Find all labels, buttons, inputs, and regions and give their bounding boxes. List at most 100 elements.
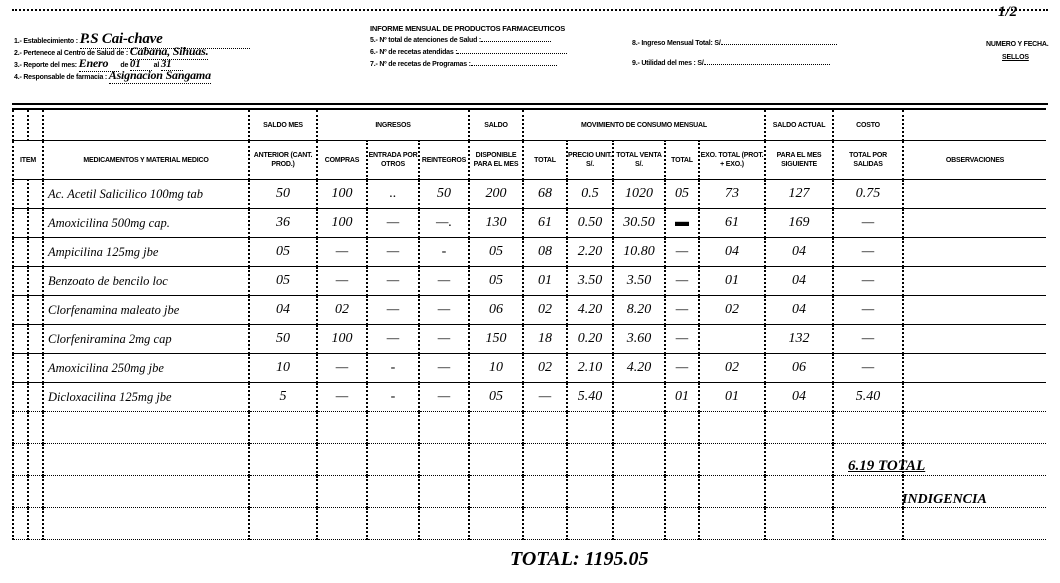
field-label: 9.- Utilidad del mes : S/.: [632, 60, 706, 67]
field-label: 6.- Nº de recetas atendidas :: [370, 49, 458, 56]
empty-cell: [316, 475, 367, 508]
empty-cell: [27, 443, 43, 476]
value-cell: 0.5: [566, 179, 613, 209]
value-cell: [612, 382, 665, 412]
field-value: 31: [160, 58, 183, 71]
value-cell: —: [664, 295, 699, 325]
field-label: 1.- Establecimiento :: [14, 38, 78, 45]
value-cell: 132: [764, 324, 834, 354]
stamp-label: SELLOS: [1002, 54, 1029, 61]
field-label: 4.- Responsable de farmacia :: [14, 74, 108, 81]
value-cell: 01: [664, 382, 699, 412]
field-centro-salud: 2.- Pertenece al Centro de Salud de : Ca…: [14, 44, 209, 60]
value-cell: 0.75: [832, 179, 904, 209]
table-row: Amoxicilina 250mg jbe 10— - —10 02 2.10 4.20—0…: [12, 353, 1047, 383]
value-cell: 10.80: [612, 237, 665, 267]
value-cell: 06: [764, 353, 834, 383]
table-row: Amoxicilina 500mg cap. 36 100— —. 130 61 0.50 3…: [12, 208, 1047, 238]
empty-cell: [697, 443, 766, 476]
empty-cell: [468, 507, 523, 540]
value-cell: 3.60: [612, 324, 665, 354]
value-cell: —: [664, 324, 699, 354]
field-value: Cabana, Sihuas.: [129, 44, 209, 60]
empty-cell: [27, 475, 43, 508]
value-cell: 4.20: [566, 295, 613, 325]
empty-cell: [522, 411, 567, 444]
empty-row: [12, 411, 1047, 444]
value-cell: [902, 324, 1047, 354]
empty-cell: [664, 443, 699, 476]
value-cell: 05: [468, 237, 523, 267]
value-cell: 02: [522, 353, 567, 383]
value-cell: 5: [248, 382, 317, 412]
table-row: Ac. Acetil Salicilico 100mg tab 50 100.. 50…: [12, 179, 1047, 209]
value-cell: 5.40: [832, 382, 904, 412]
empty-cell: [316, 411, 367, 444]
value-cell: —: [832, 295, 904, 325]
value-cell: 73: [697, 179, 766, 209]
value-cell: ..: [366, 179, 419, 209]
value-cell: 04: [248, 295, 317, 325]
column-header-saldo-actual: PARA EL MES SIGUIENTE: [764, 140, 834, 180]
group-header-saldo-actual: SALDO ACTUAL: [764, 108, 834, 141]
value-cell: -: [418, 237, 469, 267]
empty-cell: [418, 507, 469, 540]
item-cell: [12, 179, 28, 209]
field-value: 01: [129, 58, 152, 71]
column-header-saldo-ant: ANTERIOR (CANT. PROD.): [248, 140, 317, 180]
field-blank: [705, 64, 831, 65]
value-cell: 01: [697, 382, 766, 412]
field-label: de: [120, 62, 130, 69]
empty-cell: [832, 411, 904, 444]
value-cell: [697, 324, 766, 354]
table-row: Ampicilina 125mg jbe 05— — -05 08 2.20 10.80—0…: [12, 237, 1047, 267]
empty-row: [12, 443, 1047, 476]
field-value: Asignacion Sangama: [108, 68, 211, 84]
value-cell: —: [832, 208, 904, 238]
value-cell: 100: [316, 179, 367, 209]
value-cell: —: [664, 266, 699, 296]
value-cell: —: [316, 353, 367, 383]
empty-cell: [418, 443, 469, 476]
empty-cell: [42, 475, 249, 508]
field-value: P.S Cai-chave: [79, 31, 250, 49]
value-cell: 127: [764, 179, 834, 209]
product-name-cell: Clorfenamina maleato jbe: [42, 295, 249, 325]
empty-cell: [248, 507, 317, 540]
value-cell: —: [664, 353, 699, 383]
column-header-disponible: DISPONIBLE PARA EL MES: [468, 140, 523, 180]
empty-cell: [12, 443, 28, 476]
empty-cell: [468, 411, 523, 444]
empty-cell: [316, 443, 367, 476]
field-label: 5.- Nº total de atenciones de Salud :: [370, 37, 482, 44]
value-cell: 50: [418, 179, 469, 209]
value-cell: —: [832, 353, 904, 383]
empty-cell: [697, 507, 766, 540]
empty-cell: [12, 507, 28, 540]
value-cell: —: [316, 237, 367, 267]
value-cell: 2.10: [566, 353, 613, 383]
value-cell: 30.50: [612, 208, 665, 238]
indigence-total: 6.19 TOTAL: [848, 458, 926, 474]
item-cell: [12, 382, 28, 412]
value-cell: 10: [248, 353, 317, 383]
column-header-desc: MEDICAMENTOS Y MATERIAL MEDICO: [42, 140, 249, 180]
value-cell: 169: [764, 208, 834, 238]
column-header-costo: TOTAL POR SALIDAS: [832, 140, 904, 180]
value-cell: 3.50: [566, 266, 613, 296]
value-cell: 1020: [612, 179, 665, 209]
column-header-row: ITEM MEDICAMENTOS Y MATERIAL MEDICO ANTERI…: [12, 140, 1047, 180]
empty-cell: [566, 475, 613, 508]
group-header-saldo: SALDO: [468, 108, 523, 141]
column-header-entrada: ENTRADA POR OTROS: [366, 140, 419, 180]
empty-cell: [612, 507, 665, 540]
empty-cell: [42, 443, 249, 476]
field-responsable: 4.- Responsable de farmacia : Asignacion…: [14, 68, 211, 84]
column-header-obs: OBSERVACIONES: [902, 140, 1047, 180]
value-cell: [902, 295, 1047, 325]
header-cell: [27, 108, 43, 141]
top-dotted-rule: [12, 9, 1048, 11]
stamp-label: NUMERO Y FECHA.: [986, 41, 1049, 48]
empty-cell: [366, 475, 419, 508]
value-cell: 36: [248, 208, 317, 238]
